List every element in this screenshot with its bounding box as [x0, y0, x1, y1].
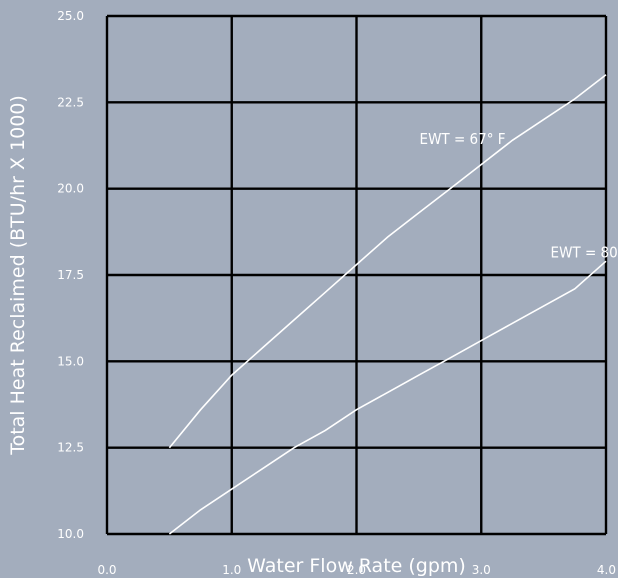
y-tick-label-4: 20.0: [57, 182, 84, 196]
y-tick-label-0: 10.0: [57, 527, 84, 541]
series-annotation-0: EWT = 67° F: [420, 130, 506, 148]
x-tick-label-3: 3.0: [472, 563, 491, 577]
y-tick-label-5: 22.5: [57, 95, 84, 109]
x-tick-label-2: 2.0: [347, 563, 366, 577]
tick-labels: 10.0 12.5 15.0 17.5 20.0 22.5 25.0 0.0 1.0 2.0 3.0…: [57, 9, 616, 577]
y-tick-label-1: 12.5: [57, 441, 84, 455]
series-layer: [168, 74, 607, 535]
x-tick-label-0: 0.0: [97, 563, 116, 577]
series-annotation-1: EWT = 80° F: [551, 244, 618, 262]
series-line-1: [168, 260, 607, 535]
y-tick-label-3: 17.5: [57, 268, 84, 282]
y-axis-title: Total Heat Reclaimed (BTU/hr X 1000): [7, 95, 29, 456]
y-tick-label-2: 15.0: [57, 354, 84, 368]
x-axis-title: Water Flow Rate (gpm): [247, 555, 466, 577]
series-annotations: EWT = 67° F EWT = 80° F: [420, 130, 618, 262]
x-tick-label-4: 4.0: [597, 563, 616, 577]
grid: [105, 14, 608, 536]
x-tick-label-1: 1.0: [222, 563, 241, 577]
y-tick-label-6: 25.0: [57, 9, 84, 23]
series-line-0: [168, 74, 607, 449]
